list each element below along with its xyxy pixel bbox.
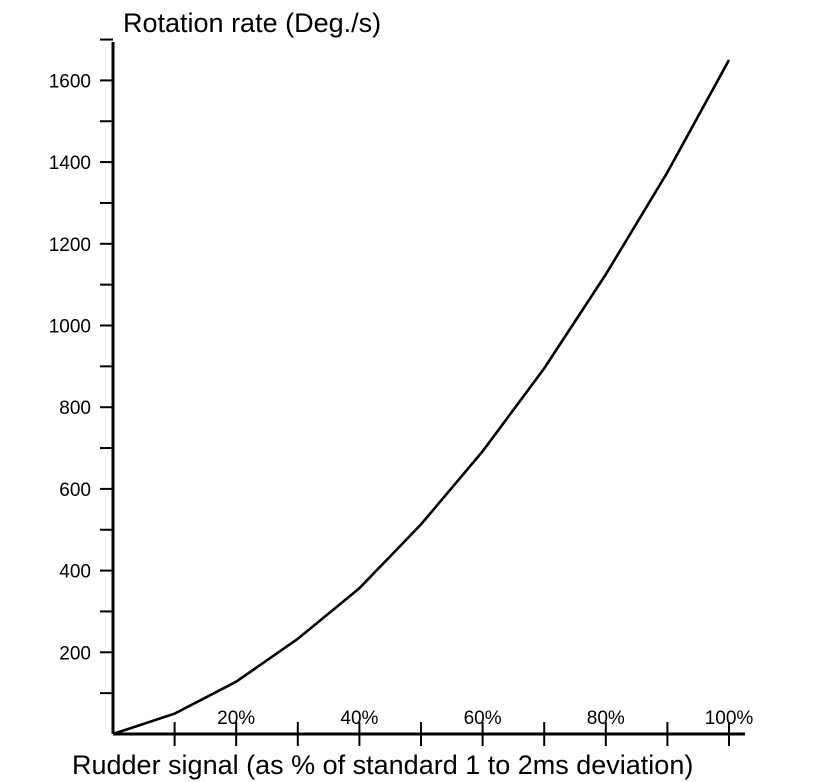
- x-tick-label: 80%: [587, 708, 625, 729]
- y-tick-label: 400: [59, 562, 91, 583]
- y-tick-label: 1000: [49, 317, 91, 338]
- y-tick-label: 600: [59, 480, 91, 501]
- series-line: [112, 59, 731, 736]
- y-tick-label: 1200: [49, 235, 91, 256]
- y-tick-label: 800: [59, 398, 91, 419]
- x-tick-label: 40%: [340, 708, 378, 729]
- x-tick-label: 60%: [464, 708, 502, 729]
- x-axis-title: Rudder signal (as % of standard 1 to 2ms…: [72, 750, 693, 780]
- series-group: [112, 59, 731, 736]
- y-tick-label: 200: [59, 643, 91, 664]
- x-axis: 20% 40% 60% 80% 100%: [113, 708, 753, 746]
- x-tick-label: 20%: [217, 708, 255, 729]
- y-axis: 200 400 600 800 1000 1200 1400 1600: [49, 38, 115, 734]
- y-tick-label: 1400: [49, 153, 91, 174]
- chart-title: Rotation rate (Deg./s): [123, 8, 381, 38]
- x-tick-label: 100%: [705, 708, 754, 729]
- y-tick-label: 1600: [49, 71, 91, 92]
